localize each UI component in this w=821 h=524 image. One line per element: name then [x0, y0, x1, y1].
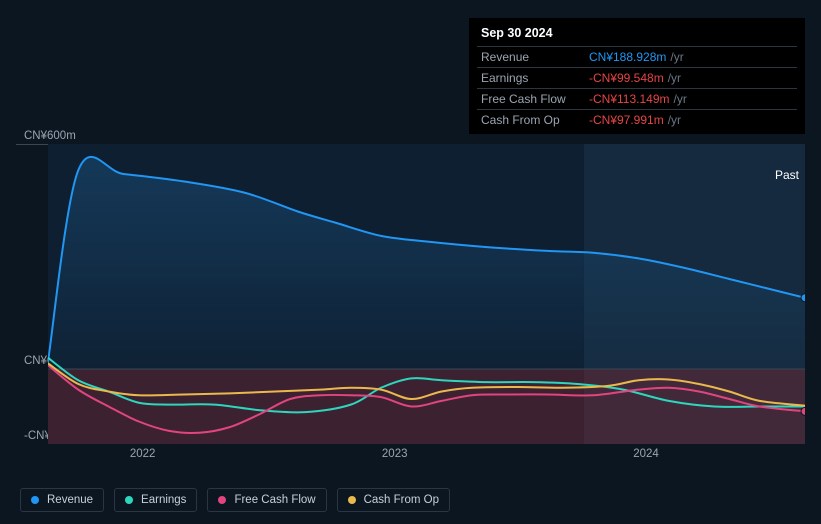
- x-axis-label: 2023: [382, 448, 408, 460]
- legend: Revenue Earnings Free Cash Flow Cash From O…: [20, 488, 450, 512]
- plot-area[interactable]: Past: [48, 144, 805, 444]
- tooltip-unit: /yr: [668, 113, 681, 127]
- legend-label: Revenue: [47, 494, 93, 506]
- legend-label: Cash From Op: [364, 494, 439, 506]
- tooltip-value: -CN¥97.991m: [589, 113, 664, 127]
- tooltip-value: -CN¥99.548m: [589, 71, 664, 85]
- legend-item-earnings[interactable]: Earnings: [114, 488, 197, 512]
- x-axis-label: 2022: [130, 448, 156, 460]
- legend-item-free-cash-flow[interactable]: Free Cash Flow: [207, 488, 326, 512]
- tooltip-value: -CN¥113.149m: [589, 92, 669, 106]
- y-axis-label: CN¥600m: [24, 130, 76, 142]
- tooltip-row: Free Cash Flow-CN¥113.149m/yr: [477, 88, 797, 109]
- legend-dot: [31, 496, 39, 504]
- legend-dot: [125, 496, 133, 504]
- data-tooltip: Sep 30 2024 RevenueCN¥188.928m/yrEarning…: [469, 18, 805, 134]
- tooltip-date: Sep 30 2024: [477, 24, 797, 46]
- tooltip-label: Earnings: [481, 71, 589, 85]
- past-label: Past: [775, 168, 799, 182]
- legend-item-cash-from-op[interactable]: Cash From Op: [337, 488, 450, 512]
- x-axis-label: 2024: [633, 448, 659, 460]
- tooltip-unit: /yr: [670, 50, 683, 64]
- tooltip-label: Cash From Op: [481, 113, 589, 127]
- legend-label: Free Cash Flow: [234, 494, 315, 506]
- tooltip-label: Free Cash Flow: [481, 92, 589, 106]
- chart-svg: [48, 144, 805, 444]
- legend-dot: [348, 496, 356, 504]
- legend-dot: [218, 496, 226, 504]
- tooltip-row: RevenueCN¥188.928m/yr: [477, 46, 797, 67]
- financial-chart: CN¥600mCN¥0-CN¥200m Past 202220232024: [16, 126, 805, 444]
- tooltip-row: Earnings-CN¥99.548m/yr: [477, 67, 797, 88]
- tooltip-label: Revenue: [481, 50, 589, 64]
- legend-item-revenue[interactable]: Revenue: [20, 488, 104, 512]
- tooltip-unit: /yr: [668, 71, 681, 85]
- legend-label: Earnings: [141, 494, 186, 506]
- tooltip-value: CN¥188.928m: [589, 50, 666, 64]
- tooltip-unit: /yr: [673, 92, 686, 106]
